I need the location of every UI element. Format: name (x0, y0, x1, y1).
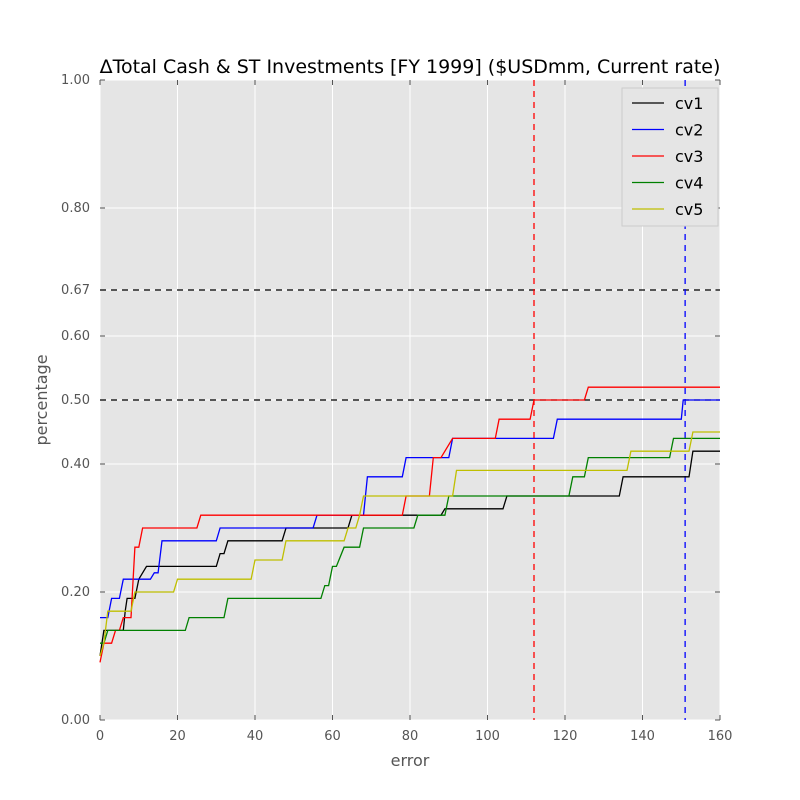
series-line-cv1 (99, 450, 720, 657)
y-tick-label: 0.40 (61, 457, 90, 472)
y-axis-label: percentage (32, 354, 51, 445)
axis-ticks: 0 20 40 60 80 100 120 140 160 0.00 0.20 0.40 0.50 0.6… (61, 73, 732, 744)
y-tick-label: 0.67 (61, 283, 90, 298)
series-line-cv3 (99, 386, 720, 663)
series-line-cv2 (100, 399, 720, 619)
series-line-cv5 (99, 431, 720, 657)
y-tick-label: 0.80 (61, 201, 90, 216)
x-axis-label: error (391, 751, 430, 770)
legend-label-cv2: cv2 (675, 121, 703, 140)
series-line-cv4 (100, 437, 720, 644)
y-tick-label: 0.50 (61, 393, 90, 408)
x-tick-label: 100 (475, 729, 500, 744)
x-tick-label: 140 (630, 729, 655, 744)
legend: cv1 cv2 cv3 cv4 cv5 (621, 87, 719, 227)
x-tick-label: 60 (324, 729, 341, 744)
x-tick-label: 40 (247, 729, 264, 744)
x-tick-label: 80 (402, 729, 419, 744)
x-tick-label: 120 (553, 729, 578, 744)
y-tick-label: 0.00 (61, 713, 90, 728)
legend-box (621, 87, 719, 227)
legend-label-cv1: cv1 (675, 94, 703, 113)
x-tick-label: 20 (169, 729, 186, 744)
x-tick-label: 160 (708, 729, 733, 744)
y-tick-label: 0.20 (61, 585, 90, 600)
y-tick-label: 0.60 (61, 329, 90, 344)
legend-label-cv5: cv5 (675, 200, 703, 219)
series-lines (99, 386, 720, 663)
legend-label-cv3: cv3 (675, 147, 703, 166)
y-tick-label: 1.00 (61, 73, 90, 88)
chart-title: ΔTotal Cash & ST Investments [FY 1999] (… (100, 56, 721, 78)
x-tick-label: 0 (96, 729, 104, 744)
legend-label-cv4: cv4 (675, 174, 703, 193)
